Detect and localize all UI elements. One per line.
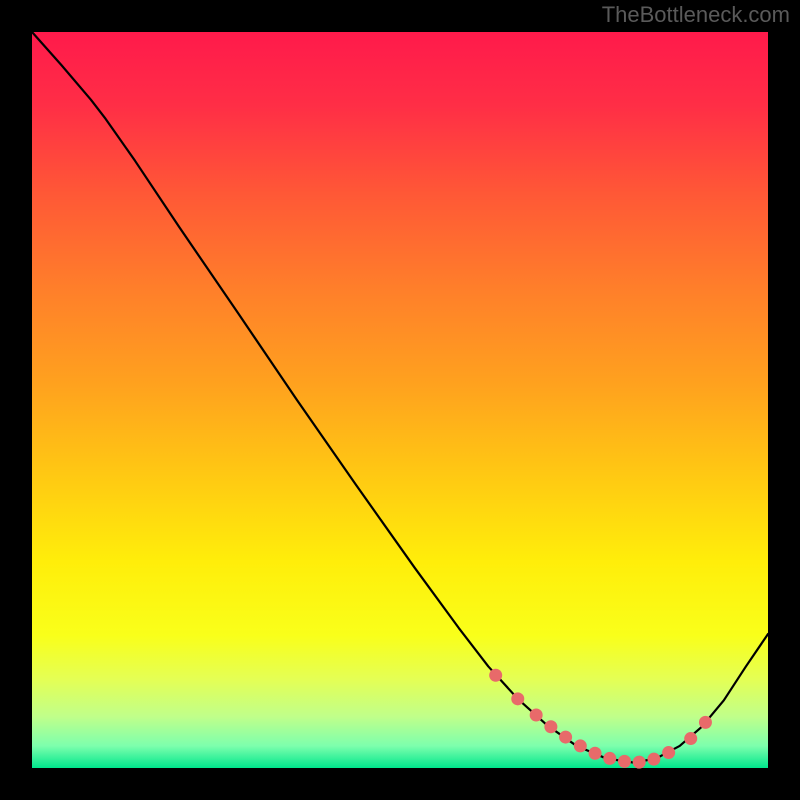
- curve-marker: [489, 669, 502, 682]
- curve-marker: [603, 752, 616, 765]
- bottleneck-chart: [0, 0, 800, 800]
- curve-marker: [633, 756, 646, 769]
- curve-marker: [511, 692, 524, 705]
- curve-marker: [699, 716, 712, 729]
- curve-marker: [662, 746, 675, 759]
- chart-container: TheBottleneck.com: [0, 0, 800, 800]
- plot-gradient-background: [32, 32, 768, 768]
- watermark-text: TheBottleneck.com: [602, 2, 790, 28]
- curve-marker: [618, 755, 631, 768]
- curve-marker: [684, 732, 697, 745]
- curve-marker: [559, 731, 572, 744]
- curve-marker: [589, 747, 602, 760]
- curve-marker: [574, 739, 587, 752]
- curve-marker: [647, 753, 660, 766]
- curve-marker: [530, 709, 543, 722]
- curve-marker: [544, 720, 557, 733]
